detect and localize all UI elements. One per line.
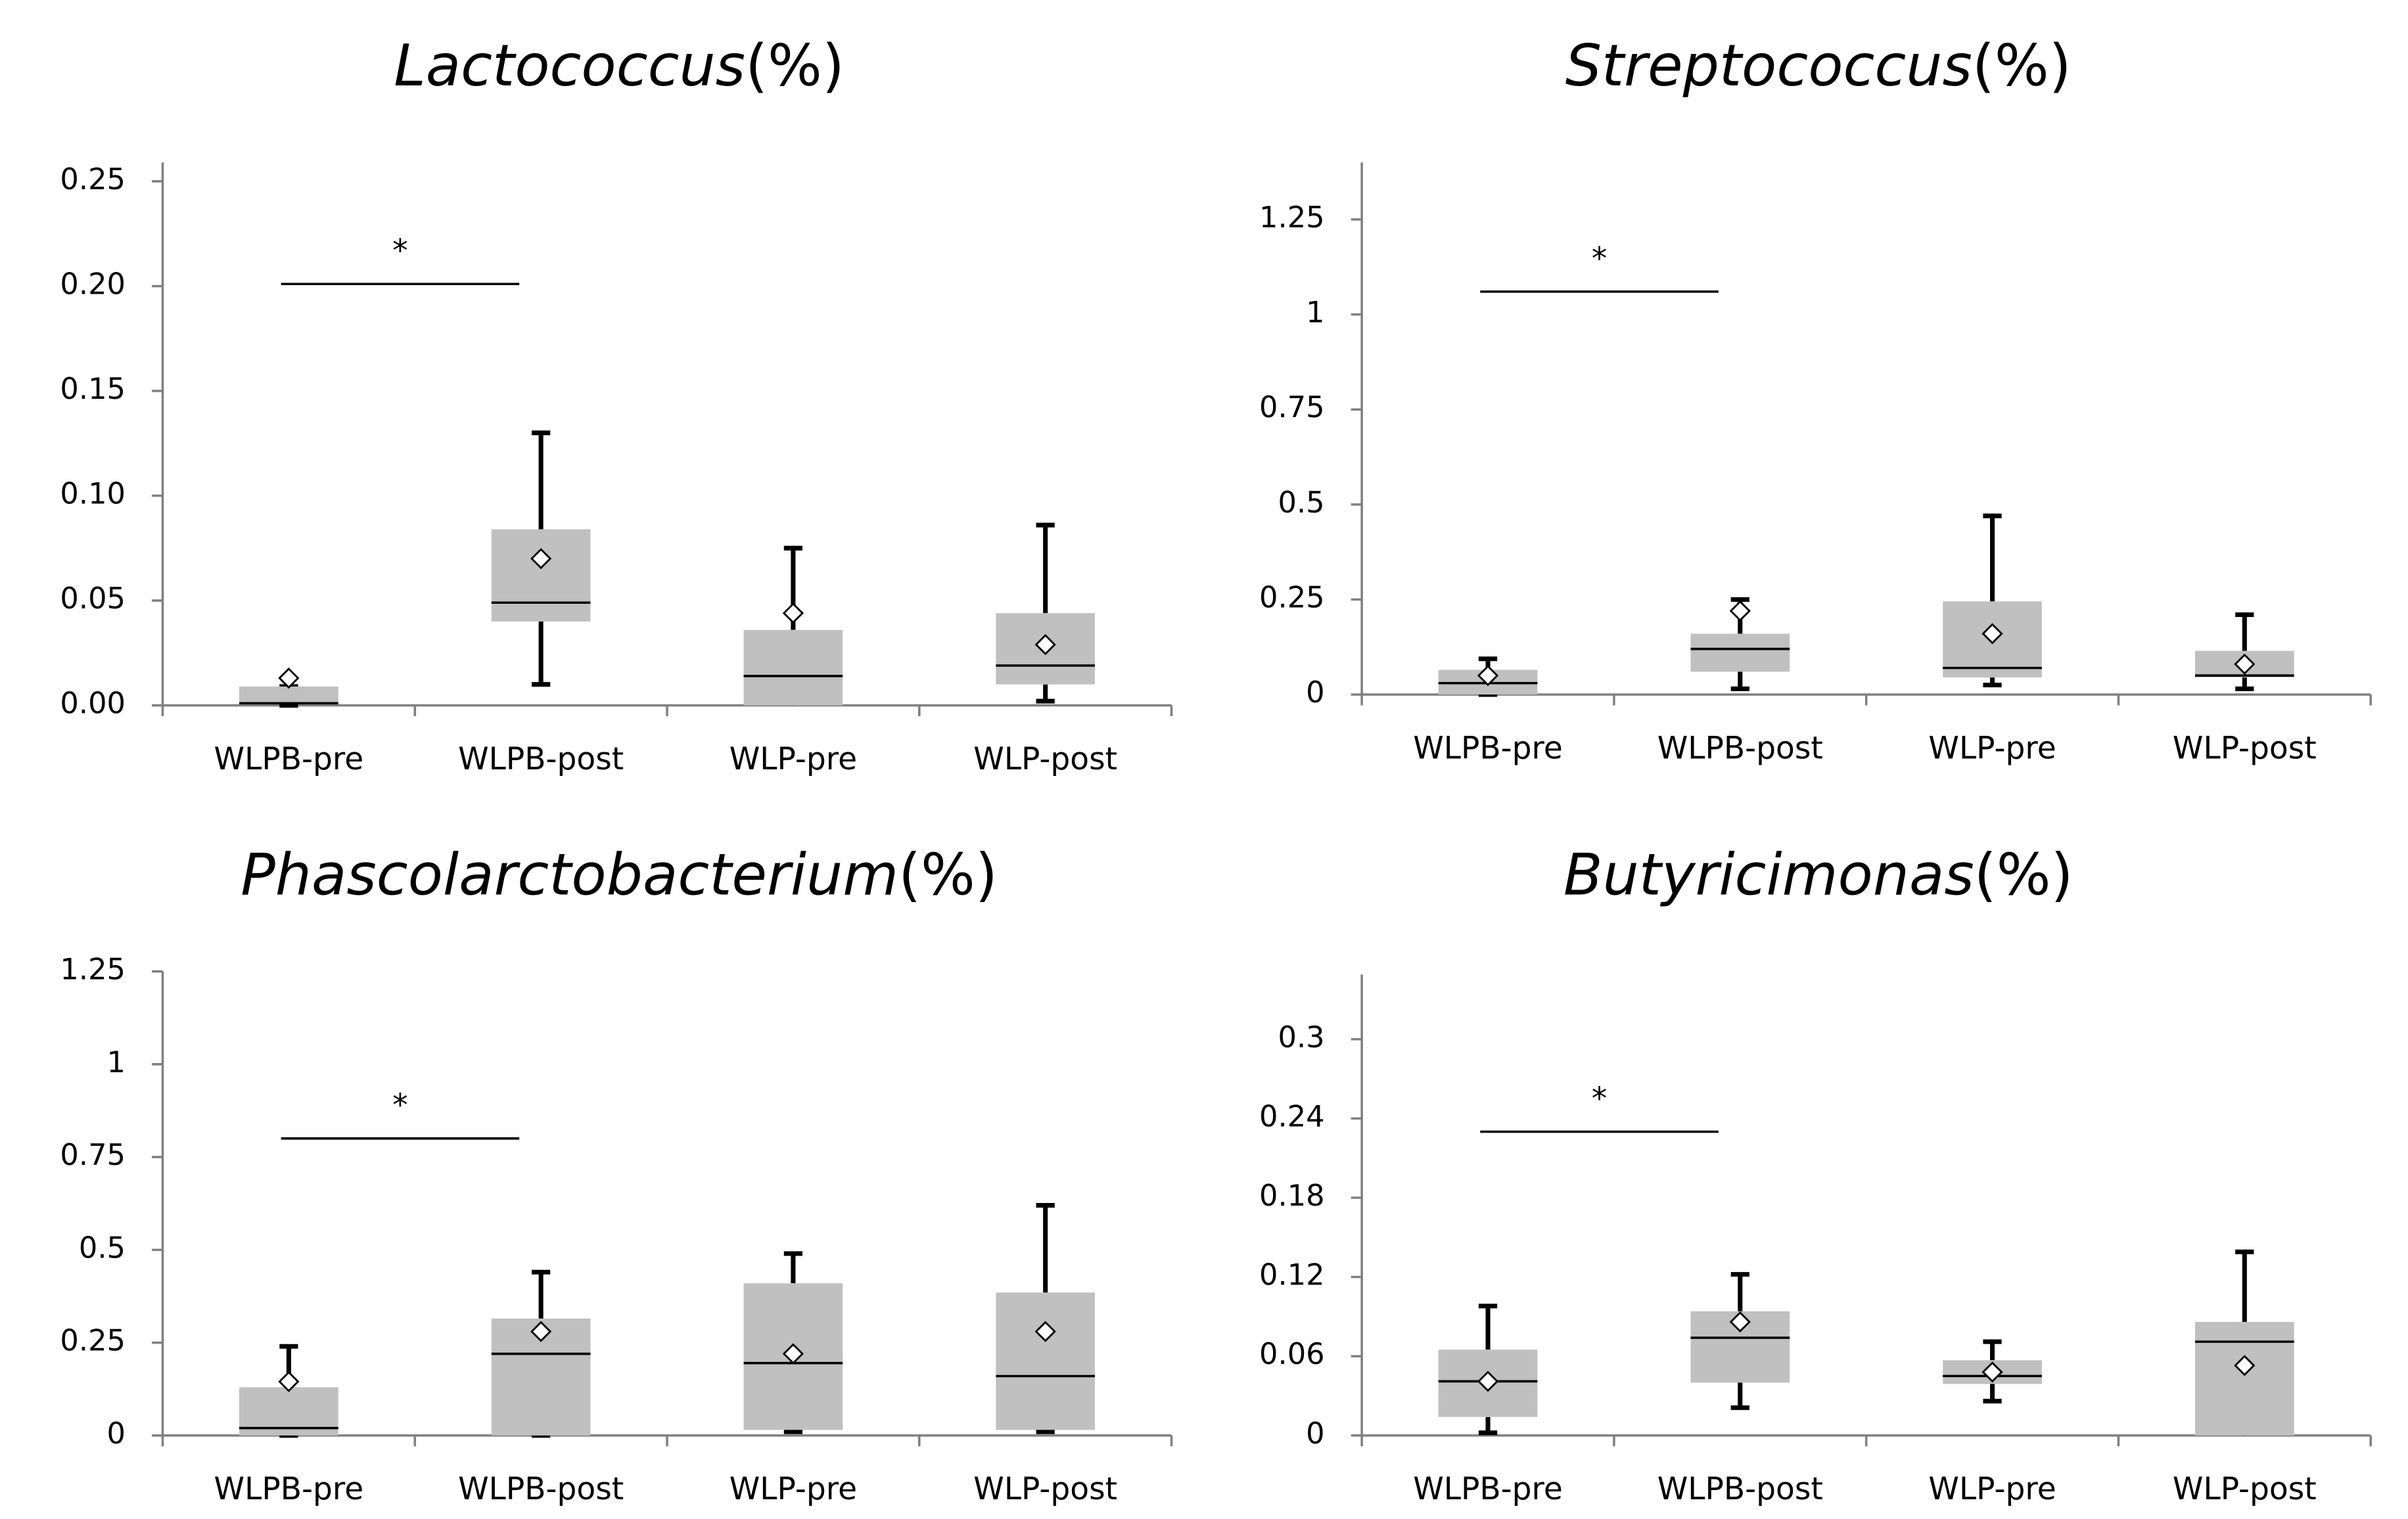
- x-tick-label: WLP-post: [2173, 730, 2317, 766]
- mean-marker: [1729, 600, 1751, 622]
- y-tick-label: 0.24: [1259, 1099, 1325, 1133]
- y-tick-label: 0.10: [60, 476, 126, 511]
- x-tick-label: WLP-pre: [729, 1471, 857, 1507]
- y-tick-label: 0: [1306, 1416, 1324, 1451]
- y-tick-label: 0.05: [60, 581, 126, 616]
- chart-title: Butyricimonas(%): [1563, 841, 2073, 908]
- x-tick-label: WLP-post: [973, 1471, 1117, 1507]
- x-tick-label: WLP-pre: [729, 741, 857, 777]
- y-tick-label: 0.5: [79, 1230, 126, 1265]
- box: [491, 529, 591, 622]
- y-tick-label: 1.25: [60, 952, 126, 987]
- y-tick-label: 0.06: [1259, 1336, 1325, 1371]
- x-tick-label: WLPB-pre: [214, 1471, 364, 1507]
- mean-marker: [782, 602, 804, 624]
- mean-marker: [782, 1343, 804, 1365]
- title-italic: Lactococcus: [394, 32, 745, 99]
- x-tick-label: WLPB-post: [458, 741, 624, 777]
- x-tick-label: WLP-pre: [1928, 730, 2056, 766]
- mean-marker: [1981, 1361, 2003, 1383]
- mean-marker: [278, 667, 300, 689]
- chart-title: Lactococcus(%): [394, 32, 845, 99]
- box: [1690, 633, 1790, 672]
- x-tick-label: WLPB-pre: [1413, 1471, 1563, 1507]
- mean-marker: [2234, 1355, 2256, 1376]
- x-tick-label: WLPB-pre: [1413, 730, 1563, 766]
- y-tick-label: 0.3: [1278, 1020, 1325, 1054]
- y-tick-label: 0.18: [1259, 1178, 1325, 1213]
- mean-marker: [530, 1321, 552, 1342]
- y-tick-label: 0.25: [60, 1323, 126, 1358]
- y-tick-label: 0.75: [60, 1137, 126, 1172]
- x-tick-label: WLP-post: [2173, 1471, 2317, 1507]
- title-suffix: (%): [1972, 32, 2072, 99]
- title-italic: Streptococcus: [1565, 32, 1972, 99]
- y-tick-label: 0.25: [1259, 579, 1325, 614]
- y-tick-label: 0.12: [1259, 1258, 1325, 1292]
- box: [996, 1292, 1096, 1430]
- x-tick-label: WLP-post: [973, 741, 1117, 777]
- x-tick-label: WLP-pre: [1928, 1471, 2056, 1507]
- mean-marker: [1034, 633, 1056, 656]
- mean-marker: [2234, 653, 2256, 675]
- x-tick-label: WLPB-post: [1657, 1471, 1823, 1507]
- title-italic: Butyricimonas: [1563, 841, 1974, 908]
- box: [239, 686, 338, 704]
- y-tick-label: 0: [107, 1416, 126, 1451]
- x-tick-label: WLPB-post: [1657, 730, 1823, 766]
- y-tick-label: 0.5: [1278, 485, 1325, 520]
- y-tick-label: 1.25: [1259, 200, 1325, 235]
- x-tick-label: WLPB-post: [458, 1471, 624, 1507]
- y-tick-label: 1: [107, 1045, 126, 1079]
- y-tick-label: 0.75: [1259, 390, 1325, 424]
- mean-marker: [1729, 1311, 1751, 1333]
- y-tick-label: 0.20: [60, 266, 126, 301]
- chart-title: Streptococcus(%): [1565, 32, 2072, 99]
- significance-label: *: [392, 233, 408, 269]
- title-suffix: (%): [745, 32, 845, 99]
- y-tick-label: 0.25: [60, 162, 126, 196]
- significance-label: *: [1592, 240, 1608, 277]
- y-tick-label: 1: [1306, 295, 1324, 330]
- y-tick-label: 0.00: [60, 686, 126, 721]
- title-suffix: (%): [898, 841, 998, 908]
- title-italic: Phascolarctobacterium: [241, 841, 898, 908]
- mean-marker: [278, 1371, 300, 1393]
- mean-marker: [1981, 623, 2003, 645]
- x-tick-label: WLPB-pre: [214, 741, 364, 777]
- significance-label: *: [392, 1087, 408, 1123]
- mean-marker: [1477, 665, 1499, 687]
- mean-marker: [1034, 1321, 1056, 1342]
- y-tick-label: 0: [1306, 675, 1324, 710]
- chart-title: Phascolarctobacterium(%): [241, 841, 998, 908]
- significance-label: *: [1592, 1081, 1608, 1117]
- mean-marker: [1477, 1371, 1499, 1392]
- title-suffix: (%): [1974, 841, 2073, 908]
- box: [2194, 1321, 2294, 1436]
- box: [743, 629, 843, 706]
- mean-marker: [530, 548, 552, 570]
- y-tick-label: 0.15: [60, 371, 126, 406]
